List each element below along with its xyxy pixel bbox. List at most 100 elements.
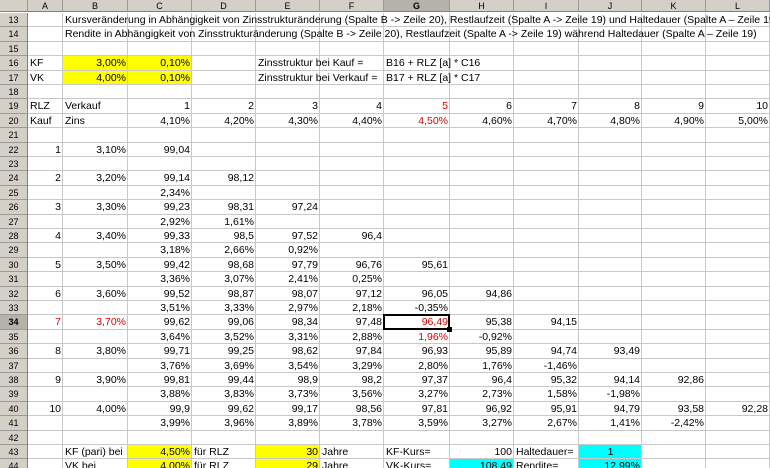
cell-f33[interactable]: 2,18% (352, 302, 382, 314)
cell-h35[interactable]: -0,92% (478, 330, 512, 343)
cell-i40[interactable]: 95,91 (550, 402, 577, 415)
cell-d32[interactable]: 98,87 (227, 287, 254, 300)
cell-f31[interactable]: 0,25% (352, 273, 382, 286)
cell-j41[interactable]: 1,41% (610, 417, 640, 430)
row-header-21[interactable]: 21 (0, 128, 28, 143)
cell-b44[interactable]: VK bei (65, 460, 96, 468)
cell-h38[interactable]: 96,4 (491, 374, 512, 386)
cell-a17[interactable]: VK (30, 71, 45, 84)
cell-j40[interactable]: 94,79 (613, 402, 640, 415)
cell-d40[interactable]: 99,62 (227, 402, 254, 415)
cell-b16[interactable]: 3,00% (96, 57, 126, 70)
cell-g17[interactable]: B17 + RLZ [a] * C17 (386, 71, 481, 84)
cell-c26[interactable]: 99,23 (163, 201, 190, 214)
cell-f44[interactable]: Jahre (322, 460, 349, 468)
cell-c36[interactable]: 99,71 (163, 345, 190, 358)
cell-k38[interactable]: 92,86 (677, 374, 704, 386)
cell-b13[interactable]: Kursveränderung in Abhängigkeit von Zins… (65, 14, 770, 26)
cell-d19[interactable]: 2 (248, 100, 254, 113)
cell-c19[interactable]: 1 (184, 100, 190, 113)
cell-i20[interactable]: 4,70% (547, 114, 577, 127)
row-header-37[interactable]: 37 (0, 358, 28, 373)
cell-b38[interactable]: 3,90% (96, 374, 126, 386)
cell-b20[interactable]: Zins (65, 114, 85, 127)
cell-g38[interactable]: 97,37 (421, 374, 448, 386)
row-header-41[interactable]: 41 (0, 416, 28, 431)
cell-d43[interactable]: für RLZ (194, 446, 230, 458)
cell-c27[interactable]: 2,92% (160, 215, 190, 228)
row-header-15[interactable]: 15 (0, 41, 28, 57)
cell-c25[interactable]: 2,34% (160, 186, 190, 199)
cell-c31[interactable]: 3,36% (160, 273, 190, 286)
cell-a28[interactable]: 4 (55, 230, 61, 242)
cell-c17[interactable]: 0,10% (160, 71, 190, 84)
cell-g30[interactable]: 95,61 (421, 258, 448, 271)
cell-c34[interactable]: 99,62 (163, 316, 190, 329)
row-header-24[interactable]: 24 (0, 171, 28, 186)
cell-e19[interactable]: 3 (312, 100, 318, 113)
cell-d26[interactable]: 98,31 (227, 201, 254, 214)
cell-j19[interactable]: 8 (634, 100, 640, 113)
fill-handle[interactable] (447, 326, 452, 332)
cell-j43[interactable]: 1 (607, 446, 614, 458)
cell-c35[interactable]: 3,64% (160, 330, 190, 343)
cell-e34[interactable]: 98,34 (291, 316, 318, 329)
cell-b28[interactable]: 3,40% (96, 230, 126, 242)
cell-e26[interactable]: 97,24 (291, 201, 318, 214)
cell-d33[interactable]: 3,33% (224, 302, 254, 314)
cell-d29[interactable]: 2,66% (224, 244, 254, 257)
cell-d24[interactable]: 98,12 (227, 172, 254, 185)
row-header-20[interactable]: 20 (0, 113, 28, 129)
cell-g20[interactable]: 4,50% (418, 114, 448, 127)
cell-f20[interactable]: 4,40% (352, 114, 382, 127)
row-header-17[interactable]: 17 (0, 70, 28, 85)
cell-a24[interactable]: 2 (55, 172, 61, 185)
cell-b32[interactable]: 3,60% (96, 287, 126, 300)
cell-g35[interactable]: 1,96% (418, 330, 448, 343)
cell-f40[interactable]: 98,56 (355, 402, 382, 415)
cell-f37[interactable]: 3,29% (352, 359, 382, 372)
row-header-42[interactable]: 42 (0, 430, 28, 445)
cell-j39[interactable]: -1,98% (606, 388, 640, 401)
cell-e35[interactable]: 3,31% (288, 330, 318, 343)
cell-k19[interactable]: 9 (698, 100, 704, 113)
column-header-b[interactable]: B (63, 0, 128, 12)
column-header-k[interactable]: K (642, 0, 706, 12)
cell-i34[interactable]: 94,15 (550, 316, 577, 329)
cell-j20[interactable]: 4,80% (610, 114, 640, 127)
cell-c24[interactable]: 99,14 (163, 172, 190, 185)
cell-c20[interactable]: 4,10% (160, 114, 190, 127)
cell-a34[interactable]: 7 (55, 316, 61, 329)
cell-h36[interactable]: 95,89 (485, 345, 512, 358)
cell-c39[interactable]: 3,88% (160, 388, 190, 401)
cell-g37[interactable]: 2,80% (418, 359, 448, 372)
row-header-31[interactable]: 31 (0, 272, 28, 287)
cell-d38[interactable]: 99,44 (227, 374, 254, 386)
row-header-33[interactable]: 33 (0, 301, 28, 316)
cell-h41[interactable]: 3,27% (482, 417, 512, 430)
row-header-26[interactable]: 26 (0, 200, 28, 215)
cell-h40[interactable]: 96,92 (485, 402, 512, 415)
cell-e43[interactable]: 30 (306, 446, 318, 458)
cell-c30[interactable]: 99,42 (163, 258, 190, 271)
cell-a26[interactable]: 3 (55, 201, 61, 214)
cell-b17[interactable]: 4,00% (96, 71, 126, 84)
cell-h34[interactable]: 95,38 (485, 316, 512, 329)
column-header-a[interactable]: A (28, 0, 63, 12)
row-header-34[interactable]: 34 (0, 315, 28, 330)
column-header-h[interactable]: H (450, 0, 514, 12)
cell-i41[interactable]: 2,67% (547, 417, 577, 430)
cell-f38[interactable]: 98,2 (361, 374, 382, 386)
cell-b43[interactable]: KF (pari) bei (65, 446, 123, 458)
column-header-j[interactable]: J (579, 0, 642, 12)
cell-f39[interactable]: 3,56% (352, 388, 382, 401)
cell-h44[interactable]: 108,49 (479, 460, 512, 468)
cell-d20[interactable]: 4,20% (224, 114, 254, 127)
cell-d35[interactable]: 3,52% (224, 330, 254, 343)
cell-h32[interactable]: 94,86 (485, 287, 512, 300)
cell-h19[interactable]: 6 (506, 100, 512, 113)
cell-a30[interactable]: 5 (55, 258, 61, 271)
cell-f28[interactable]: 96,4 (361, 230, 382, 242)
cell-i36[interactable]: 94,74 (550, 345, 577, 358)
